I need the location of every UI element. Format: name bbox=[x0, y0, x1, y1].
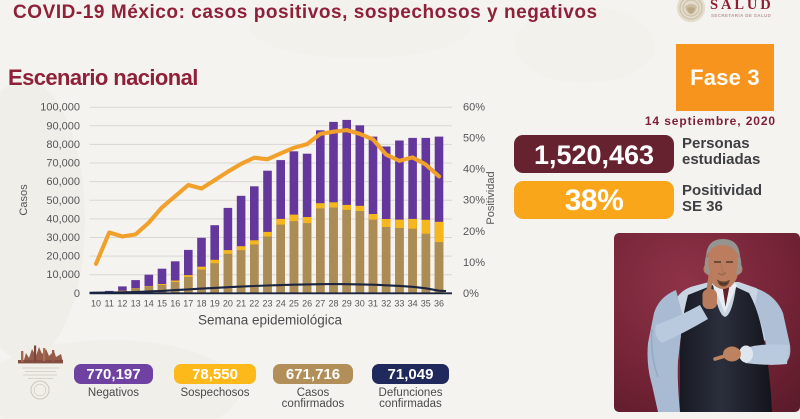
svg-text:60,000: 60,000 bbox=[46, 176, 80, 188]
svg-text:27: 27 bbox=[315, 299, 325, 309]
svg-text:100,000: 100,000 bbox=[40, 102, 80, 114]
svg-text:25: 25 bbox=[289, 299, 299, 309]
svg-text:70,000: 70,000 bbox=[46, 158, 80, 170]
svg-text:36: 36 bbox=[434, 299, 444, 309]
svg-text:21: 21 bbox=[236, 299, 246, 309]
svg-text:11: 11 bbox=[105, 299, 114, 309]
svg-text:10,000: 10,000 bbox=[46, 269, 80, 281]
svg-text:19: 19 bbox=[210, 299, 220, 309]
svg-text:90,000: 90,000 bbox=[46, 120, 80, 132]
svg-text:40,000: 40,000 bbox=[46, 213, 80, 225]
svg-text:32: 32 bbox=[381, 299, 391, 309]
svg-text:30: 30 bbox=[355, 299, 365, 309]
svg-text:30%: 30% bbox=[463, 195, 485, 207]
svg-text:10%: 10% bbox=[463, 257, 485, 269]
svg-text:80,000: 80,000 bbox=[46, 139, 80, 151]
svg-text:33: 33 bbox=[394, 299, 404, 309]
svg-text:18: 18 bbox=[196, 299, 206, 309]
svg-text:16: 16 bbox=[170, 299, 180, 309]
svg-text:13: 13 bbox=[131, 299, 141, 309]
svg-text:34: 34 bbox=[408, 299, 418, 309]
svg-text:24: 24 bbox=[276, 299, 286, 309]
svg-text:22: 22 bbox=[249, 299, 259, 309]
svg-text:35: 35 bbox=[421, 299, 431, 309]
svg-text:14: 14 bbox=[144, 299, 154, 309]
svg-text:28: 28 bbox=[328, 299, 338, 309]
svg-text:Casos: Casos bbox=[18, 184, 30, 216]
svg-text:12: 12 bbox=[117, 299, 127, 309]
svg-text:Positividad: Positividad bbox=[485, 171, 497, 224]
svg-text:31: 31 bbox=[368, 299, 378, 309]
svg-text:23: 23 bbox=[262, 299, 272, 309]
svg-text:15: 15 bbox=[157, 299, 167, 309]
svg-text:20: 20 bbox=[223, 299, 233, 309]
svg-text:50,000: 50,000 bbox=[46, 195, 80, 207]
svg-text:17: 17 bbox=[183, 299, 193, 309]
svg-text:60%: 60% bbox=[463, 102, 485, 114]
svg-text:29: 29 bbox=[342, 299, 352, 309]
svg-text:50%: 50% bbox=[463, 133, 485, 145]
svg-text:40%: 40% bbox=[463, 164, 485, 176]
svg-text:Semana epidemiológica: Semana epidemiológica bbox=[198, 313, 343, 328]
svg-text:30,000: 30,000 bbox=[46, 232, 80, 244]
svg-text:0: 0 bbox=[74, 288, 80, 300]
svg-text:20,000: 20,000 bbox=[46, 251, 80, 263]
svg-text:26: 26 bbox=[302, 299, 312, 309]
svg-text:20%: 20% bbox=[463, 226, 485, 238]
svg-text:10: 10 bbox=[91, 299, 101, 309]
svg-text:0%: 0% bbox=[463, 288, 479, 300]
